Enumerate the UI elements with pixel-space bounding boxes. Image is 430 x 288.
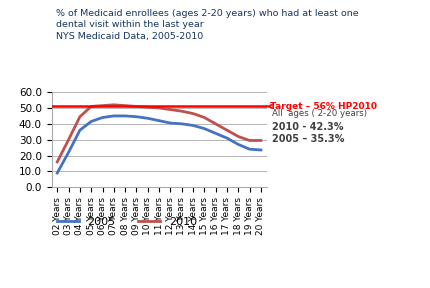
Text: Target – 56% HP2010: Target – 56% HP2010	[267, 102, 377, 111]
Text: All  ages ( 2-20 years): All ages ( 2-20 years)	[272, 109, 367, 118]
Legend: 2005, 2010: 2005, 2010	[52, 212, 202, 231]
Text: 2010 - 42.3%: 2010 - 42.3%	[272, 122, 344, 132]
Text: 2005 – 35.3%: 2005 – 35.3%	[272, 134, 344, 144]
Text: % of Medicaid enrollees (ages 2-20 years) who had at least one
dental visit with: % of Medicaid enrollees (ages 2-20 years…	[56, 9, 359, 41]
